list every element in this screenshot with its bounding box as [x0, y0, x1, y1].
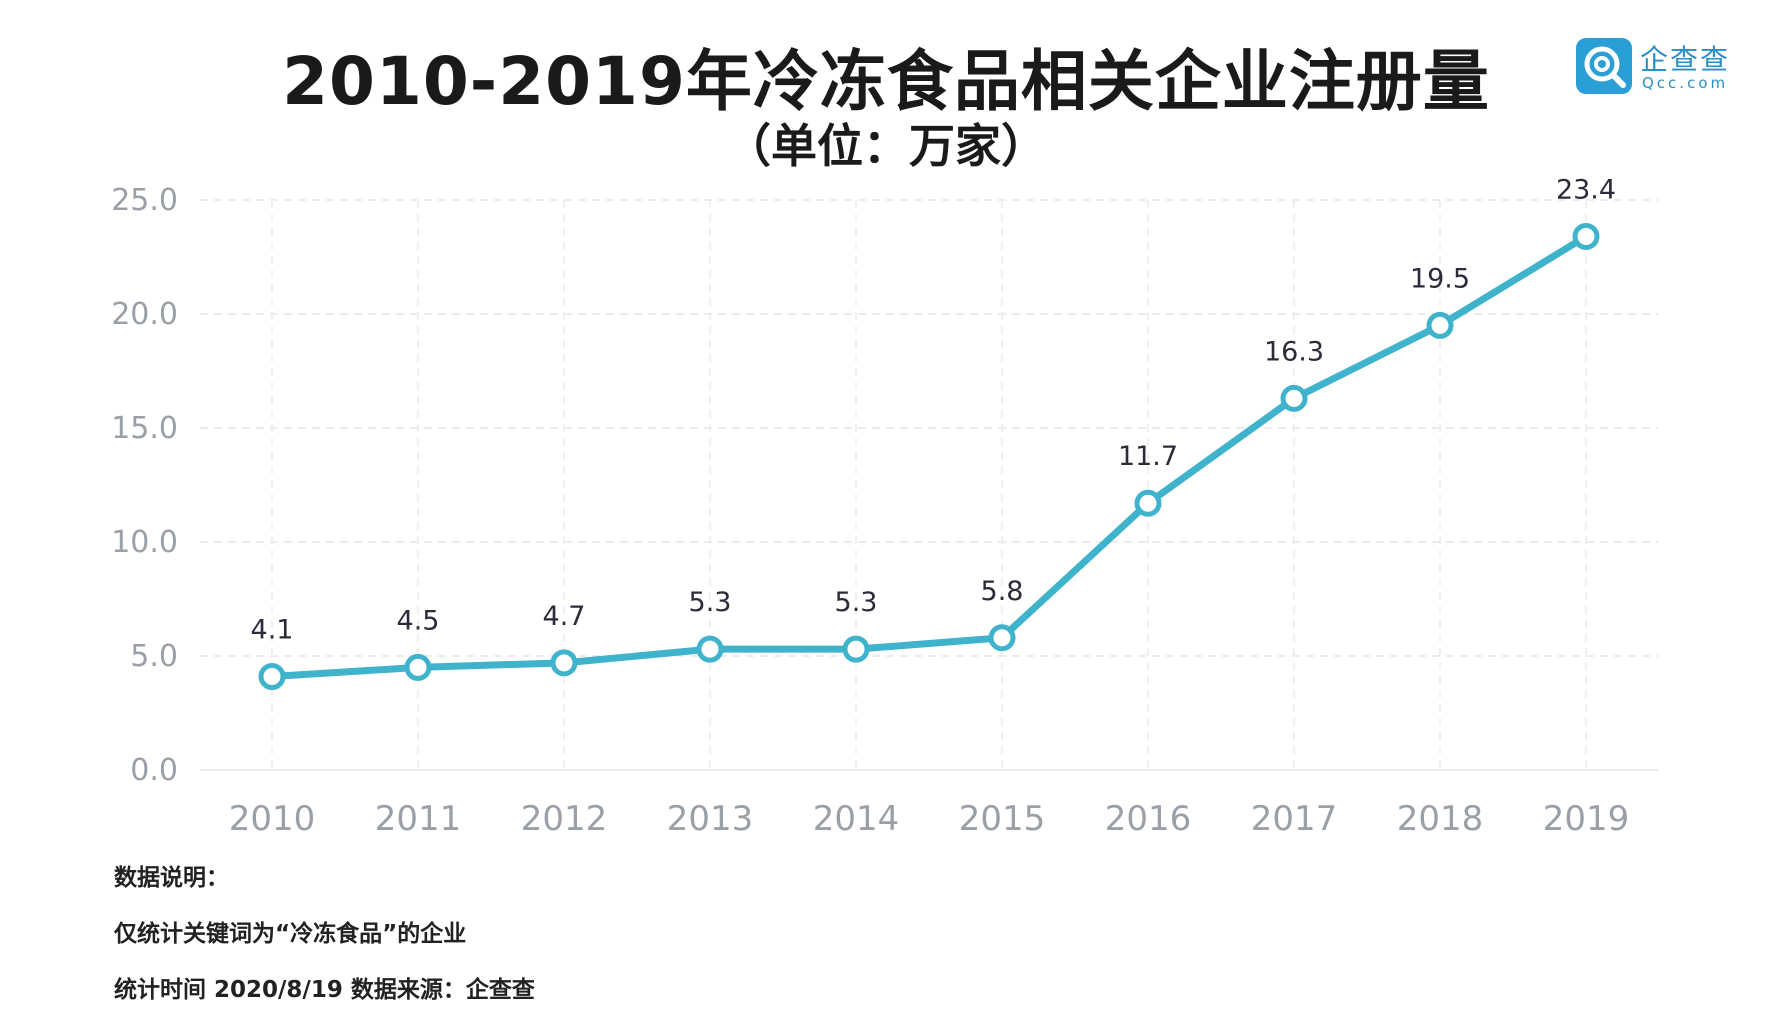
- x-tick-label: 2011: [375, 799, 462, 839]
- logo-name: 企查查: [1640, 43, 1731, 76]
- data-label: 19.5: [1410, 263, 1470, 294]
- x-tick-label: 2010: [229, 799, 316, 839]
- x-tick-label: 2018: [1397, 799, 1484, 839]
- data-label: 4.5: [397, 605, 440, 636]
- y-tick-label: 5.0: [130, 639, 178, 674]
- x-tick-label: 2017: [1251, 799, 1338, 839]
- y-tick-label: 25.0: [111, 183, 178, 218]
- chart-subtitle: （单位：万家）: [725, 119, 1047, 173]
- y-tick-label: 10.0: [111, 525, 178, 560]
- data-label: 4.7: [543, 601, 586, 632]
- x-tick-label: 2016: [1105, 799, 1192, 839]
- data-point: [258, 663, 286, 691]
- data-label: 11.7: [1118, 441, 1178, 472]
- x-tick-label: 2013: [667, 799, 754, 839]
- data-point: [1280, 384, 1308, 412]
- qcc-search-logo-icon: [1576, 38, 1632, 94]
- data-label: 5.3: [835, 587, 878, 618]
- notes-line-2: 统计时间 2020/8/19 数据来源：企查查: [114, 977, 535, 1003]
- chart-title: 2010-2019年冷冻食品相关企业注册量: [282, 43, 1490, 120]
- data-point: [1572, 222, 1600, 250]
- data-label: 23.4: [1556, 174, 1616, 205]
- notes-heading: 数据说明：: [114, 865, 229, 891]
- data-point: [988, 624, 1016, 652]
- data-point: [550, 649, 578, 677]
- y-tick-label: 20.0: [111, 297, 178, 332]
- line-chart: 0.05.010.015.020.025.0 2010 2011 2012 2013 2…: [111, 174, 1658, 839]
- notes-line-1: 仅统计关键词为“冷冻食品”的企业: [114, 921, 467, 947]
- y-tick-label: 15.0: [111, 411, 178, 446]
- logo-domain: Qcc.com: [1642, 74, 1729, 92]
- x-tick-label: 2014: [813, 799, 900, 839]
- data-point: [1426, 311, 1454, 339]
- data-point: [696, 635, 724, 663]
- data-label: 16.3: [1264, 336, 1324, 367]
- qcc-logo: 企查查 Qcc.com: [1576, 38, 1756, 96]
- y-tick-label: 0.0: [130, 753, 178, 788]
- data-label: 4.1: [251, 615, 294, 646]
- data-point: [1134, 489, 1162, 517]
- x-axis: 2010 2011 2012 2013 2014 2015 2016 2017 2018 2019: [229, 799, 1630, 839]
- data-label: 5.8: [981, 576, 1024, 607]
- x-tick-label: 2019: [1543, 799, 1630, 839]
- data-points: [258, 222, 1600, 691]
- grid: [200, 199, 1658, 771]
- y-axis: 0.0 5.0 10.0 15.0 20.0 25.0: [111, 183, 178, 788]
- series-line: [271, 233, 1588, 681]
- data-point: [404, 653, 432, 681]
- data-point: [842, 635, 870, 663]
- data-label: 5.3: [689, 587, 732, 618]
- data-labels: 4.1 4.5 4.7 5.3 5.3 5.8 11.7 16.3 19.5 23.4: [251, 174, 1617, 645]
- x-tick-label: 2012: [521, 799, 608, 839]
- x-tick-label: 2015: [959, 799, 1046, 839]
